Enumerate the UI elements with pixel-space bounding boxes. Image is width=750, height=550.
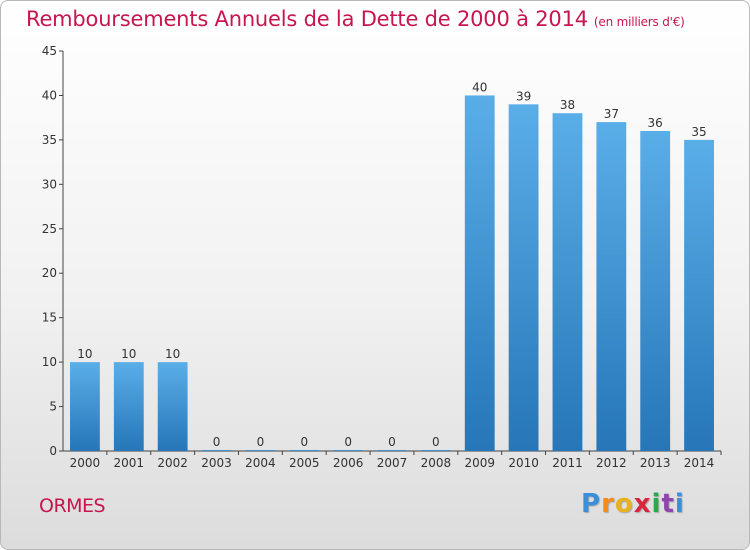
x-tick-label: 2012 [596,456,627,470]
x-tick-label: 2009 [464,456,495,470]
bar-value-label: 10 [77,347,92,361]
bar-value-label: 0 [213,435,221,449]
x-tick-label: 2000 [70,456,101,470]
y-tick-label: 40 [42,88,57,102]
logo-letter: r [601,489,615,519]
logo-letter: i [674,489,685,519]
logo-letter: i [651,489,662,519]
bar [377,450,407,451]
logo-letter: o [614,489,634,519]
bar-value-label: 10 [165,347,180,361]
x-tick-label: 2006 [333,456,364,470]
bar-value-label: 36 [648,116,663,130]
bar-value-label: 0 [257,435,265,449]
x-tick-label: 2002 [157,456,188,470]
x-tick-label: 2004 [245,456,276,470]
bar [420,450,451,451]
y-tick-label: 35 [42,133,57,147]
bar-value-label: 0 [432,435,440,449]
bar [333,450,364,451]
chart-subtitle: (en milliers d'€) [593,15,685,29]
chart-axes: 0 5 10 15 20 25 30 35 40 45 2000 2001 2002 2003 2004 20… [42,44,722,470]
bar-value-label: 40 [472,80,487,94]
logo-letter: t [661,489,675,519]
bar [596,122,627,451]
bar-value-label: 35 [691,125,706,139]
bar-value-label: 0 [300,435,308,449]
y-tick-label: 0 [49,444,57,458]
bar-value-label: 0 [344,435,352,449]
y-tick-label: 30 [42,177,57,191]
bar [552,113,583,451]
x-tick-label: 2011 [552,456,583,470]
x-tick-label: 2014 [684,456,715,470]
bar [508,104,539,451]
chart-title: Remboursements Annuels de la Dette de 20… [26,7,685,31]
x-tick-label: 2001 [114,456,145,470]
bar-value-label: 38 [560,98,575,112]
y-tick-label: 15 [42,311,57,325]
y-tick-label: 20 [42,266,57,280]
bar [201,450,232,451]
x-tick-label: 2007 [377,456,408,470]
bar [684,139,714,451]
bar-value-label: 10 [121,347,136,361]
chart-title-text: Remboursements Annuels de la Dette de 20… [26,7,588,31]
chart-data-labels: 10 10 10 0 0 0 0 0 0 40 39 38 37 36 35 [77,80,706,449]
proxiti-logo[interactable]: Proxiti [581,489,685,519]
bar [464,95,495,451]
y-tick-label: 5 [49,400,57,414]
x-tick-label: 2003 [201,456,232,470]
x-tick-label: 2005 [289,456,320,470]
x-tick-label: 2008 [421,456,452,470]
chart-bars [70,95,714,451]
x-tick-label: 2013 [640,456,671,470]
y-tick-label: 10 [42,355,57,369]
bar [640,131,671,451]
bar-value-label: 0 [388,435,396,449]
y-tick-label: 45 [42,44,57,58]
bar [70,362,100,451]
y-tick-label: 25 [42,222,57,236]
x-tick-label: 2010 [508,456,539,470]
bar-value-label: 39 [516,89,531,103]
bar [157,362,188,451]
bar [113,362,144,451]
logo-letter: P [581,489,602,519]
logo-letter: x [633,489,652,519]
bar-value-label: 37 [604,107,619,121]
bar [289,450,320,451]
place-name: ORMES [39,495,106,517]
bar [245,450,276,451]
